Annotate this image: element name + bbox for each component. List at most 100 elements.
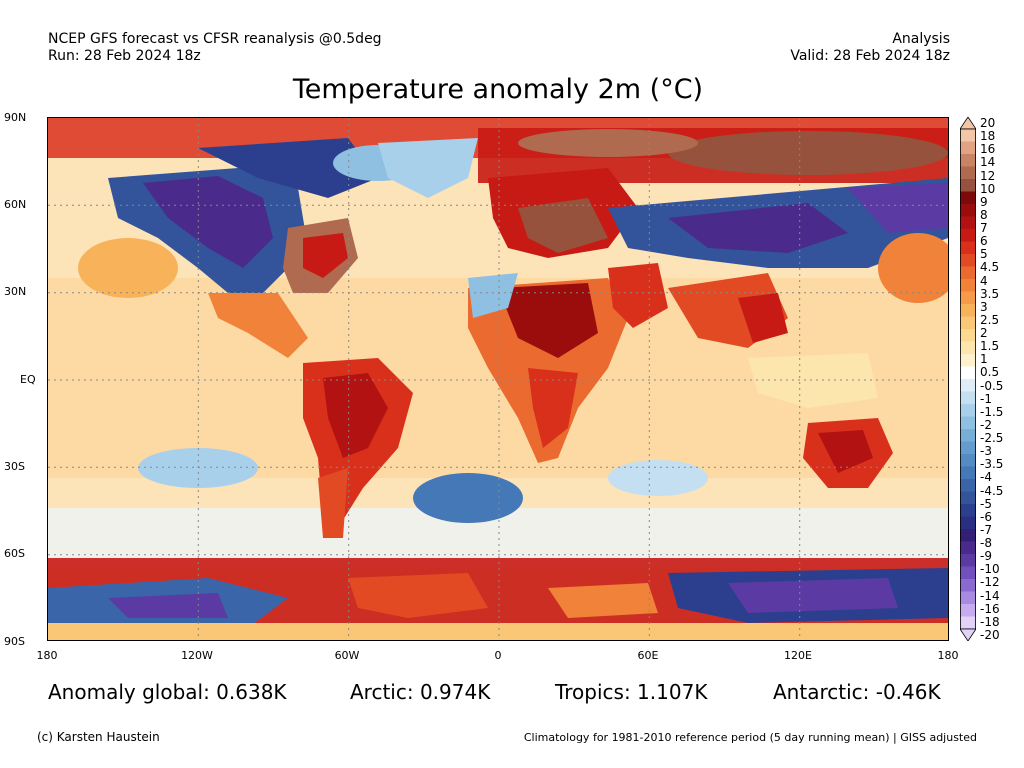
colorbar-label: 8 bbox=[980, 207, 988, 222]
lon-label-180e: 180 bbox=[937, 649, 959, 662]
colorbar bbox=[960, 117, 976, 641]
colorbar-segment bbox=[960, 566, 976, 580]
colorbar-segment bbox=[960, 379, 976, 392]
anomaly-map bbox=[47, 117, 949, 641]
colorbar-label: 4.5 bbox=[980, 260, 1000, 275]
colorbar-segment bbox=[960, 554, 976, 567]
colorbar-segment bbox=[960, 491, 976, 505]
colorbar-label: -9 bbox=[980, 549, 992, 564]
colorbar-label: -3 bbox=[980, 444, 992, 459]
colorbar-label: 10 bbox=[980, 181, 996, 196]
colorbar-label: 3.5 bbox=[980, 286, 1000, 301]
colorbar-segment bbox=[960, 204, 976, 217]
colorbar-segment bbox=[960, 179, 976, 192]
colorbar-segment bbox=[960, 366, 976, 380]
map-title: Temperature anomaly 2m (°C) bbox=[292, 74, 704, 105]
colorbar-label: -16 bbox=[980, 601, 1000, 616]
colorbar-label: -4 bbox=[980, 470, 992, 485]
colorbar-label: -1 bbox=[980, 391, 992, 406]
global-anomaly: Anomaly global: 0.638K bbox=[48, 680, 287, 704]
colorbar-label: -1.5 bbox=[980, 404, 1004, 419]
colorbar-segment bbox=[960, 454, 976, 467]
colorbar-segment bbox=[960, 254, 976, 267]
colorbar-label: 1 bbox=[980, 352, 988, 367]
colorbar-label: -2 bbox=[980, 417, 992, 432]
colorbar-label: 2.5 bbox=[980, 312, 1000, 327]
colorbar-label: -8 bbox=[980, 536, 992, 551]
lat-label-30s: 30S bbox=[4, 460, 25, 473]
colorbar-segment bbox=[960, 266, 976, 280]
colorbar-label: -3.5 bbox=[980, 457, 1004, 472]
lon-label-60w: 60W bbox=[334, 649, 360, 662]
colorbar-label: -6 bbox=[980, 509, 992, 524]
lon-label-60e: 60E bbox=[637, 649, 659, 662]
colorbar-segment bbox=[960, 591, 976, 605]
lon-label-180w: 180 bbox=[36, 649, 58, 662]
colorbar-label: 7 bbox=[980, 221, 988, 236]
antarctic-anomaly: Antarctic: -0.46K bbox=[773, 680, 941, 704]
colorbar-segment bbox=[960, 191, 976, 205]
arctic-anomaly: Arctic: 0.974K bbox=[350, 680, 491, 704]
colorbar-segment bbox=[960, 354, 976, 367]
colorbar-segment bbox=[960, 529, 976, 542]
colorbar-label: -5 bbox=[980, 496, 992, 511]
colorbar-segment bbox=[960, 241, 976, 255]
colorbar-label: 1.5 bbox=[980, 339, 1000, 354]
lon-label-120e: 120E bbox=[784, 649, 812, 662]
header-right: Analysis Valid: 28 Feb 2024 18z bbox=[790, 31, 950, 65]
lon-label-120w: 120W bbox=[181, 649, 213, 662]
colorbar-label: 4 bbox=[980, 273, 988, 288]
colorbar-label: 14 bbox=[980, 155, 996, 170]
valid-time: Valid: 28 Feb 2024 18z bbox=[790, 48, 950, 64]
colorbar-label: -2.5 bbox=[980, 431, 1004, 446]
lat-label-eq: EQ bbox=[20, 373, 36, 386]
colorbar-segment bbox=[960, 579, 976, 592]
colorbar-arrow-top bbox=[960, 117, 976, 130]
colorbar-label: -0.5 bbox=[980, 378, 1004, 393]
colorbar-label: 6 bbox=[980, 234, 988, 249]
lat-label-60n: 60N bbox=[4, 198, 27, 211]
colorbar-label: 16 bbox=[980, 142, 996, 157]
lon-label-0: 0 bbox=[494, 649, 502, 662]
colorbar-segment bbox=[960, 479, 976, 492]
colorbar-segment bbox=[960, 216, 976, 230]
colorbar-label: -14 bbox=[980, 588, 1000, 603]
colorbar-segment bbox=[960, 316, 976, 330]
colorbar-segment bbox=[960, 304, 976, 317]
colorbar-label: -20 bbox=[980, 628, 1000, 642]
tropics-anomaly: Tropics: 1.107K bbox=[555, 680, 708, 704]
header-left: NCEP GFS forecast vs CFSR reanalysis @0.… bbox=[48, 31, 382, 65]
colorbar-segment bbox=[960, 541, 976, 555]
colorbar-segment bbox=[960, 341, 976, 355]
colorbar-label: -10 bbox=[980, 562, 1000, 577]
colorbar-segment bbox=[960, 154, 976, 167]
colorbar-label: 20 bbox=[980, 116, 996, 130]
colorbar-segment bbox=[960, 516, 976, 530]
analysis-label: Analysis bbox=[892, 31, 950, 47]
colorbar-segment bbox=[960, 329, 976, 342]
colorbar-segment bbox=[960, 291, 976, 305]
colorbar-label: 3 bbox=[980, 299, 988, 314]
run-time: Run: 28 Feb 2024 18z bbox=[48, 48, 201, 64]
colorbar-segment bbox=[960, 279, 976, 292]
map-canvas bbox=[48, 118, 948, 640]
colorbar-segment bbox=[960, 404, 976, 417]
colorbar-label: 18 bbox=[980, 129, 996, 144]
colorbar-segment bbox=[960, 504, 976, 517]
colorbar-label: 12 bbox=[980, 168, 996, 183]
colorbar-label: 5 bbox=[980, 247, 988, 262]
colorbar-label: 2 bbox=[980, 326, 988, 341]
colorbar-segment bbox=[960, 229, 976, 242]
colorbar-label: 9 bbox=[980, 194, 988, 209]
lat-label-90s: 90S bbox=[4, 635, 25, 648]
colorbar-segment bbox=[960, 441, 976, 455]
colorbar-segment bbox=[960, 391, 976, 405]
lat-label-60s: 60S bbox=[4, 547, 25, 560]
colorbar-segment bbox=[960, 166, 976, 180]
colorbar-label: 0.5 bbox=[980, 365, 1000, 380]
colorbar-segment bbox=[960, 616, 976, 630]
colorbar-segment bbox=[960, 141, 976, 155]
copyright: (c) Karsten Haustein bbox=[37, 730, 160, 744]
colorbar-label: -18 bbox=[980, 614, 1000, 629]
colorbar-arrow-bottom bbox=[960, 628, 976, 641]
